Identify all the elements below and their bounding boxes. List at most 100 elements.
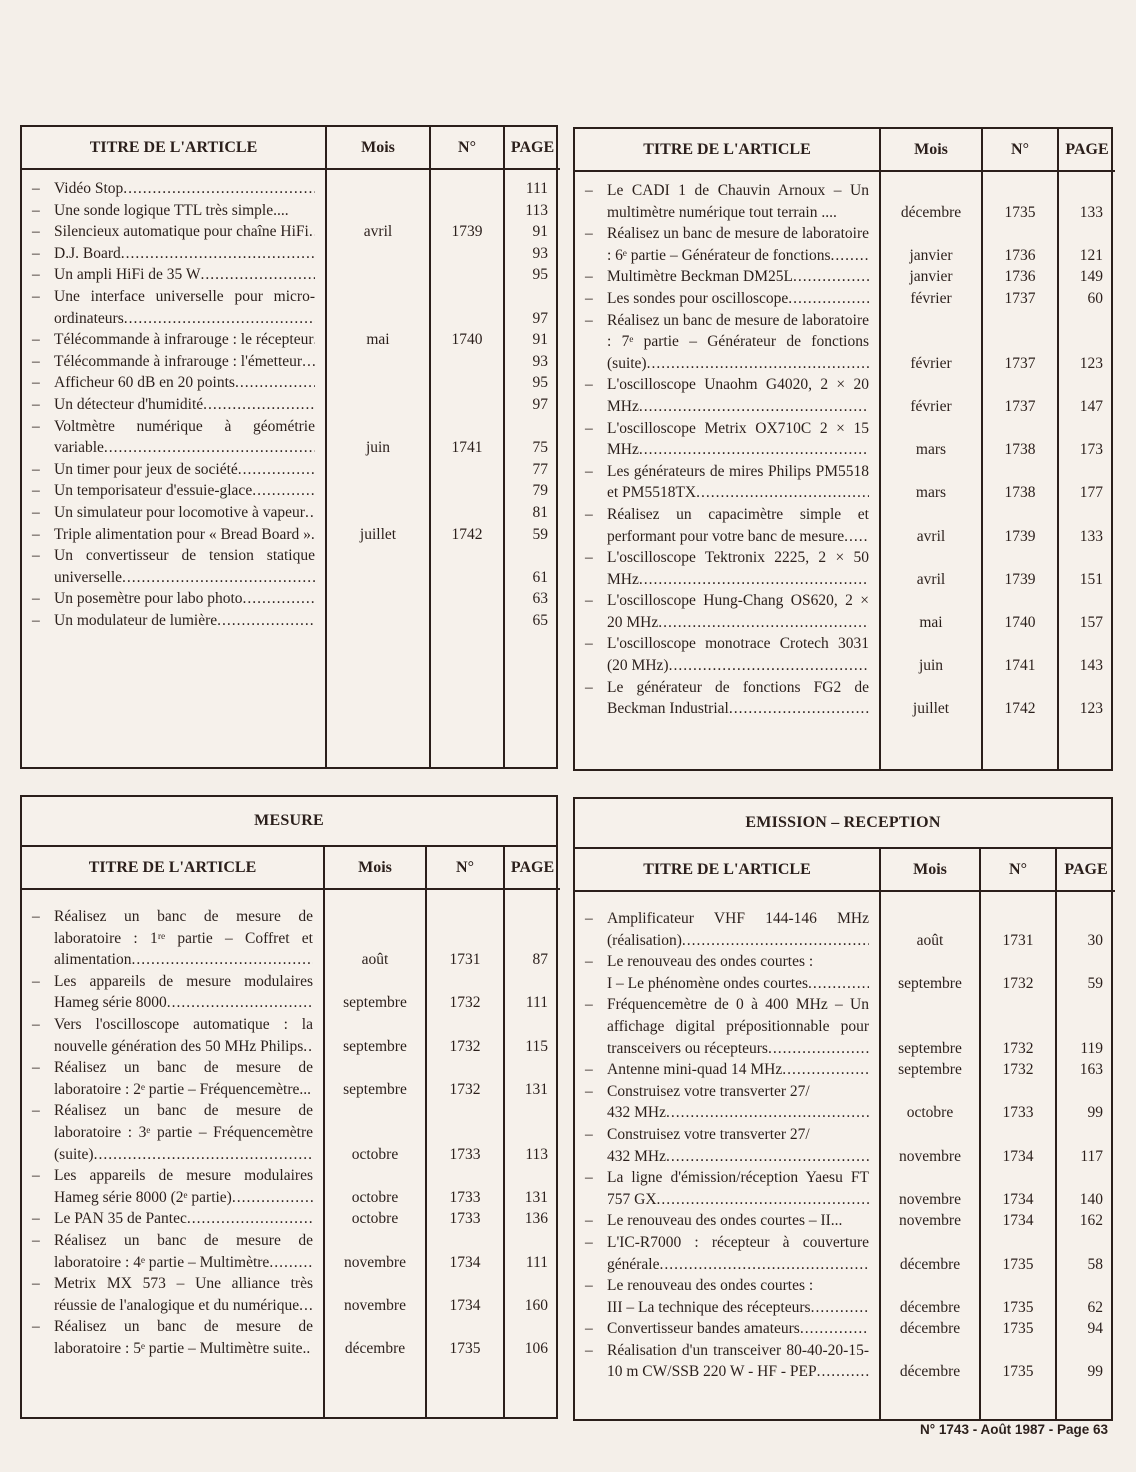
article-title: Un ampli HiFi de 35 W: [54, 266, 201, 284]
article-title: Convertisseur bandes amateurs: [607, 1320, 800, 1338]
article-month: [325, 588, 430, 610]
article-page: 113: [503, 1100, 560, 1166]
table-row: – Réalisez un banc de mesure de laboratoi…: [575, 223, 1115, 267]
table-row: – Réalisez un banc de mesure de laboratoi…: [575, 309, 1115, 375]
table-row: – Un simulateur pour locomotive à vapeur.…: [22, 501, 560, 524]
article-month: [325, 545, 430, 589]
article-number: 1734: [979, 1167, 1056, 1211]
article-month: février: [879, 374, 982, 418]
article-month: août: [879, 908, 980, 952]
dash-bullet: –: [585, 1169, 593, 1187]
article-title: Réalisez un banc de mesure de laboratoir…: [54, 1102, 313, 1163]
article-number: 1740: [981, 590, 1058, 634]
article-month: [325, 199, 430, 222]
article-month: juillet: [325, 523, 430, 546]
dash-bullet: –: [585, 1277, 593, 1295]
column-header-month: Mois: [879, 849, 980, 892]
article-number: [429, 372, 504, 394]
article-title: Un timer pour jeux de société: [54, 460, 238, 478]
column-header-number: N°: [979, 849, 1056, 892]
article-page: 123: [1057, 309, 1115, 375]
table-row: – L'oscilloscope monotrace Crotech 3031 (…: [575, 633, 1115, 677]
article-month: [325, 609, 430, 632]
article-number: 1732: [425, 1013, 504, 1058]
table-row: – L'oscilloscope Hung-Chang OS620, 2 × 20…: [575, 590, 1115, 634]
table-row: – Un temporisateur d'essuie-glace........…: [22, 480, 560, 502]
dash-bullet: –: [585, 910, 593, 927]
article-title: Les appareils de mesure modulaires Hameg…: [54, 972, 313, 1012]
article-month: mars: [879, 417, 982, 461]
article-number: 1735: [979, 1275, 1056, 1319]
article-page: 162: [1055, 1210, 1115, 1232]
article-month: mai: [325, 329, 430, 351]
article-title: Le CADI 1 de Chauvin Arnoux – Un multimè…: [607, 182, 869, 221]
article-month: décembre: [323, 1316, 426, 1360]
article-number: 1735: [981, 180, 1058, 224]
article-number: [429, 501, 504, 524]
table-row: – L'oscilloscope Unaohm G4020, 2 × 20 MHz…: [575, 374, 1115, 418]
article-number: 1732: [979, 994, 1056, 1060]
article-number: 1732: [979, 951, 1056, 995]
table-row: – Antenne mini-quad 14 MHz...............…: [575, 1059, 1115, 1081]
column-header-page: PAGE: [503, 847, 560, 890]
dash-bullet: –: [585, 225, 593, 243]
column-header-title: TITRE DE L'ARTICLE: [575, 849, 880, 892]
table-row: – D.J. Board.............................…: [22, 242, 560, 265]
article-title: Le renouveau des ondes courtes – II...: [607, 1212, 843, 1230]
article-title: Multimètre Beckman DM25L: [607, 268, 793, 286]
table-row: – Réalisez un banc de mesure de laboratoi…: [22, 1100, 560, 1166]
section-title: MESURE: [22, 797, 556, 847]
article-number: [429, 285, 504, 330]
article-month: décembre: [879, 180, 982, 224]
article-page: 91: [503, 221, 560, 243]
dash-bullet: –: [32, 908, 40, 925]
dash-bullet: –: [585, 419, 593, 437]
article-title: L'oscilloscope monotrace Crotech 3031 (2…: [607, 635, 869, 675]
article-page: 93: [503, 242, 560, 265]
article-page: 59: [503, 523, 560, 546]
table-row: – L'IC-R7000 : récepteur à couverture gén…: [575, 1231, 1115, 1276]
article-page: 95: [503, 264, 560, 286]
table-row: – Un ampli HiFi de 35 W..................…: [22, 264, 560, 286]
article-month: novembre: [879, 1167, 980, 1211]
article-title: Réalisez un banc de mesure de laboratoir…: [607, 311, 869, 372]
dash-bullet: –: [32, 374, 40, 392]
article-page: 133: [1057, 180, 1115, 224]
article-page: 143: [1057, 633, 1115, 677]
article-page: 136: [503, 1208, 560, 1230]
article-page: 99: [1055, 1080, 1115, 1124]
table-row: – Un timer pour jeux de société..........…: [22, 458, 560, 481]
article-month: décembre: [879, 1275, 980, 1319]
article-month: avril: [879, 503, 982, 548]
article-number: 1741: [981, 633, 1058, 677]
article-number: 1737: [981, 287, 1058, 310]
article-number: 1736: [981, 266, 1058, 288]
article-page: 65: [503, 609, 560, 632]
table-row: – Triple alimentation pour « Bread Board …: [22, 523, 560, 546]
article-number: 1739: [429, 221, 504, 243]
article-month: [325, 350, 430, 373]
table-row: – L'oscilloscope Tektronix 2225, 2 × 50 M…: [575, 547, 1115, 591]
article-title: Un modulateur de lumière: [54, 611, 218, 629]
article-number: 1734: [979, 1210, 1056, 1232]
article-page: 123: [1057, 676, 1115, 720]
article-page: 151: [1057, 547, 1115, 591]
header-row: TITRE DE L'ARTICLE Mois N° PAGE: [22, 127, 560, 170]
article-title: Une sonde logique TTL très simple....: [54, 201, 289, 219]
article-month: [325, 242, 430, 265]
dash-bullet: –: [585, 182, 593, 199]
article-page: 61: [503, 545, 560, 589]
dash-bullet: –: [32, 201, 40, 219]
table-row: – Une sonde logique TTL très simple.... 1…: [22, 199, 560, 222]
article-number: [429, 588, 504, 610]
article-title: Télécommande à infrarouge : le récepteur: [54, 331, 314, 349]
article-table: TITRE DE L'ARTICLE Mois N° PAGE – Vidéo S…: [22, 127, 560, 768]
article-number: 1732: [425, 970, 504, 1014]
dash-bullet: –: [32, 460, 40, 478]
table-row: – Construisez votre transverter 27/ 432 M…: [575, 1080, 1115, 1124]
article-page: 59: [1055, 951, 1115, 995]
table-row: – Metrix MX 573 – Une alliance très réuss…: [22, 1273, 560, 1317]
article-page: 121: [1057, 223, 1115, 267]
article-number: 1737: [981, 374, 1058, 418]
column-header-page: PAGE: [503, 127, 560, 170]
